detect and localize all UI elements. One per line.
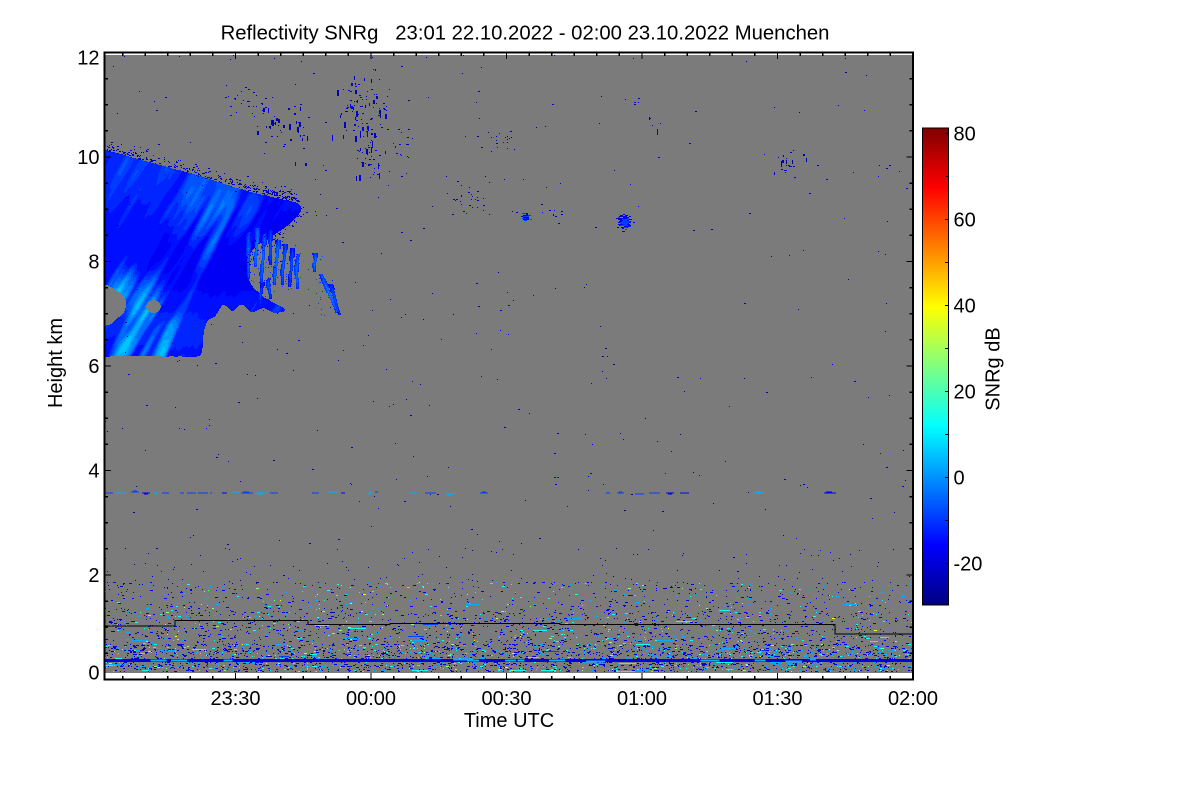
svg-text:23:30: 23:30 bbox=[210, 688, 260, 710]
svg-text:12: 12 bbox=[77, 48, 99, 70]
svg-text:01:00: 01:00 bbox=[617, 688, 667, 710]
svg-text:-20: -20 bbox=[954, 553, 983, 575]
svg-text:Height km: Height km bbox=[45, 318, 67, 408]
svg-text:SNRg dB: SNRg dB bbox=[983, 327, 1005, 410]
svg-text:02:00: 02:00 bbox=[888, 688, 938, 710]
svg-text:0: 0 bbox=[954, 468, 965, 490]
svg-text:Reflectivity SNRg 23:01 22.1: Reflectivity SNRg 23:01 22.10.2022 - 02:… bbox=[221, 23, 830, 45]
svg-text:80: 80 bbox=[954, 124, 976, 146]
svg-text:10: 10 bbox=[77, 147, 99, 169]
svg-text:Time UTC: Time UTC bbox=[464, 710, 554, 732]
svg-text:00:30: 00:30 bbox=[481, 688, 531, 710]
svg-text:2: 2 bbox=[88, 565, 99, 587]
svg-text:00:00: 00:00 bbox=[346, 688, 396, 710]
svg-text:6: 6 bbox=[88, 356, 99, 378]
svg-text:0: 0 bbox=[88, 663, 99, 685]
svg-text:20: 20 bbox=[954, 382, 976, 404]
svg-text:40: 40 bbox=[954, 296, 976, 318]
svg-text:4: 4 bbox=[88, 460, 99, 482]
svg-text:01:30: 01:30 bbox=[752, 688, 802, 710]
svg-text:60: 60 bbox=[954, 210, 976, 232]
svg-text:8: 8 bbox=[88, 252, 99, 274]
